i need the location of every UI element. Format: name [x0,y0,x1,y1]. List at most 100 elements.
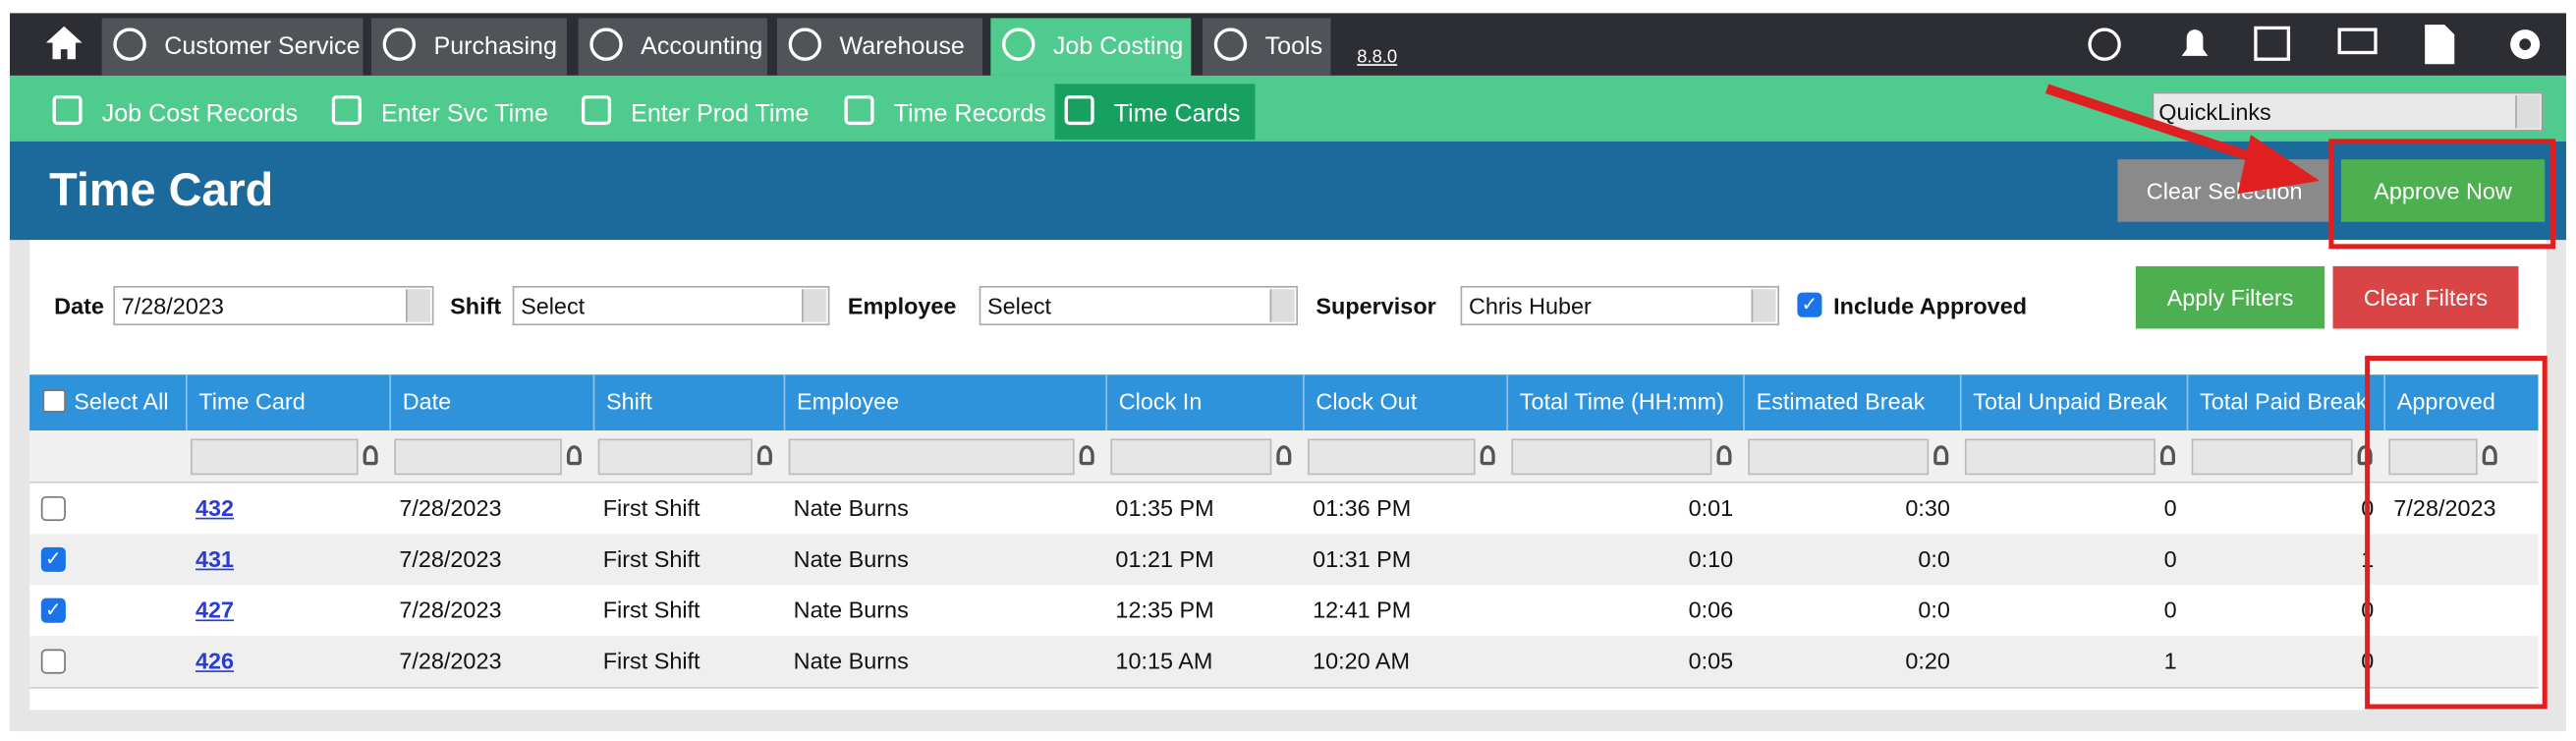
annotation-arrow [2044,84,2285,173]
apply-filters-button[interactable]: Apply Filters [2135,265,2325,329]
top-icons [2080,20,2556,69]
nav-tab-icon [382,28,417,61]
table-cell: First Shift [602,494,700,522]
select-all-label: Select All [74,387,169,415]
filter-icon [1276,445,1292,466]
filter-icon [2482,445,2497,466]
approve-now-button[interactable]: Approve Now [2340,159,2546,222]
sub-tab-icon [52,94,83,126]
column-header[interactable]: Clock Out [1303,374,1506,431]
sub-tab-label[interactable]: Job Cost Records [101,100,299,129]
table-cell: 01:31 PM [1313,545,1412,572]
table-cell: 7/28/2023 [399,494,502,522]
annotation-box [2328,139,2556,250]
table-cell: 01:36 PM [1313,494,1412,522]
time-card-link[interactable]: 431 [195,545,235,572]
nav-tab-icon [589,28,623,61]
column-header[interactable]: Total Paid Break [2186,374,2384,431]
table-cell: 0:06 [1688,597,1734,623]
column-filter[interactable] [597,438,753,476]
nav-tab-label: Purchasing [433,32,557,61]
filter-input[interactable]: Chris Huber [1460,285,1779,326]
nav-tab-label: Tools [1264,32,1323,61]
nav-tab-icon [113,28,146,61]
column-filter[interactable] [394,438,562,476]
table-cell: Nate Burns [793,647,909,674]
sub-tab-icon [844,94,874,126]
page-title: Time Card [49,164,274,216]
nav-tab-label: Job Costing [1052,32,1184,61]
column-filter[interactable] [1964,438,2156,476]
table-cell: First Shift [602,647,700,674]
column-header[interactable]: Clock In [1105,374,1303,431]
column-header[interactable]: Approved [2383,374,2508,431]
column-header[interactable]: Shift [592,374,784,431]
annotation-arrowhead [2237,135,2321,195]
nav-tab-label: Warehouse [839,32,965,61]
home-icon[interactable] [42,22,84,64]
checkbox[interactable]: ✓ [40,598,66,623]
table-cell: 0:20 [1905,647,1950,674]
column-filter[interactable] [2191,438,2353,476]
column-header[interactable]: Total Time (HH:mm) [1506,374,1743,431]
time-card-link[interactable]: 426 [195,647,235,674]
sub-tab-icon [1064,94,1094,126]
column-header[interactable]: Time Card [185,374,389,431]
filter-label: Shift [450,292,502,319]
table-row [29,534,2539,586]
table-cell: 0 [2163,545,2177,572]
sub-tab-label[interactable]: Time Cards [1113,100,1241,129]
nav-tab-icon [788,28,822,61]
checkbox[interactable]: ✓ [1797,292,1822,317]
clear-filters-button[interactable]: Clear Filters [2332,265,2519,329]
table-cell: 0:0 [1918,597,1950,623]
sub-tab-label[interactable]: Enter Svc Time [380,100,549,129]
column-header[interactable]: Estimated Break [1743,374,1960,431]
icon-strip [2088,25,2541,65]
table-row [29,483,2539,535]
sub-nav [10,75,2566,142]
table-cell: 7/28/2023 [399,647,502,674]
filter-label: Supervisor [1316,292,1436,319]
filter-input[interactable]: Select [979,285,1299,326]
filter-input[interactable]: 7/28/2023 [113,285,434,326]
filter-icon [1480,445,1495,466]
column-header[interactable]: Employee [783,374,1106,431]
table-header [29,374,2539,431]
sub-tab-active[interactable] [1054,84,1256,141]
column-filter[interactable] [788,438,1075,476]
column-filter[interactable] [1748,438,1930,476]
column-header[interactable]: Total Unpaid Break [1959,374,2187,431]
checkbox[interactable] [40,649,66,674]
sub-tab-label[interactable]: Enter Prod Time [631,100,810,129]
sub-tab-label[interactable]: Time Records [893,100,1046,129]
table-cell: 12:41 PM [1313,597,1412,623]
quicklinks-select[interactable]: QuickLinks [2152,91,2544,132]
column-filter[interactable] [190,438,359,476]
table-cell: 1 [2163,647,2177,674]
checkbox[interactable]: ✓ [40,546,66,572]
time-card-link[interactable]: 432 [195,494,235,522]
checkbox[interactable] [40,496,66,522]
table-cell: 01:35 PM [1115,494,1214,522]
column-filter[interactable] [1511,438,1712,476]
table-cell: 10:15 AM [1115,647,1213,674]
table-cell: Nate Burns [793,597,909,623]
table-cell: 0 [2163,597,2177,623]
table-cell: 12:35 PM [1115,597,1214,623]
nav-tab-label: Customer Service [164,32,361,61]
filter-icon [1079,445,1094,466]
select-all-checkbox[interactable] [42,389,66,413]
time-card-link[interactable]: 427 [195,597,235,623]
filter-label: Include Approved [1833,292,2028,319]
column-header[interactable]: Date [389,374,592,431]
filter-icon [1933,445,1949,466]
column-filter[interactable] [2388,438,2478,476]
filter-icon [1716,445,1732,466]
filter-input[interactable]: Select [512,285,830,326]
table-bottom [29,686,2539,689]
column-filter[interactable] [1308,438,1476,476]
column-filter[interactable] [1110,438,1272,476]
version: 8.8.0 [1357,47,1398,68]
